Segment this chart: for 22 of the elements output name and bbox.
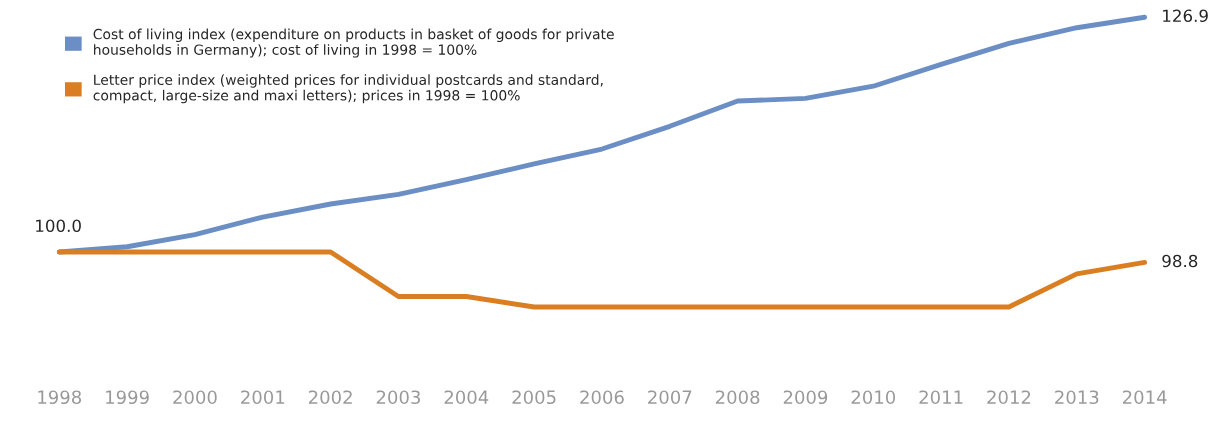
x-tick-label: 2010 [851,390,896,405]
x-tick-label: 2002 [308,390,352,405]
x-tick-label: 2011 [919,390,963,405]
x-tick-label: 2014 [1122,390,1167,405]
x-tick-label: 2013 [1055,390,1099,405]
x-tick-label: 2009 [783,390,828,405]
x-tick-label: 2003 [376,390,420,405]
data-label: 126.9 [1163,9,1208,23]
x-tick-label: 2001 [241,390,285,405]
x-tick-label: 2008 [715,390,760,405]
x-tick-label: 1998 [38,390,82,405]
legend-label: Letter price index (weighted prices for individual postcards and standard, compact, large-size and maxi letters); prices in 1998 = 100% [93,74,603,104]
x-tick-label: 2006 [580,390,624,405]
data-label: 98.8 [1162,254,1198,268]
x-tick-label: 2012 [987,390,1031,405]
legend-label: Cost of living index (expenditure on products in basket of goods for private households in Germany); cost of living in 1998 = 100% [93,28,614,58]
x-tick-label: 2004 [444,390,489,405]
x-tick-label: 2007 [648,390,692,405]
x-tick-label: 2000 [173,390,217,405]
x-tick-label: 1999 [106,390,149,405]
x-tick-label: 2005 [512,390,556,405]
data-label: 100.0 [36,219,81,233]
